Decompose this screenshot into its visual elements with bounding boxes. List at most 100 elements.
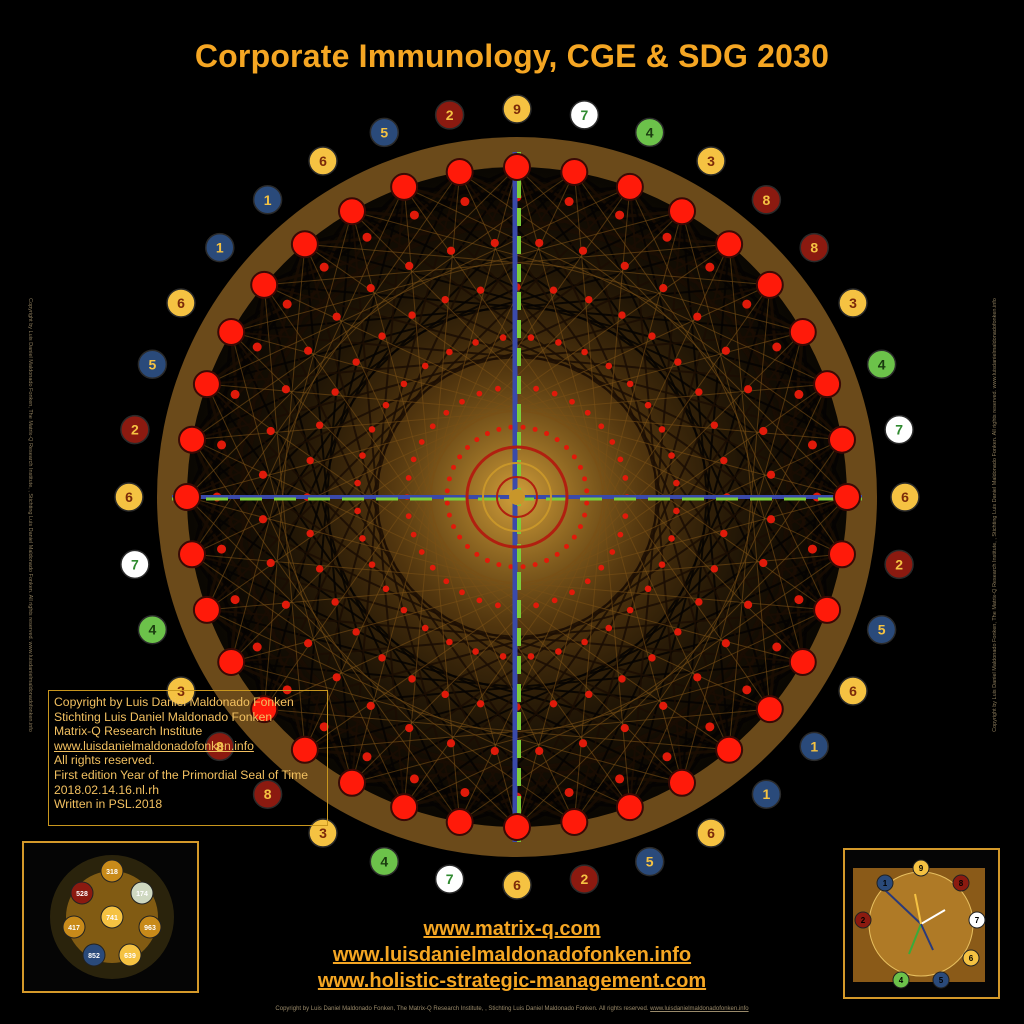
svg-text:2: 2: [131, 422, 139, 438]
ring-node: [290, 735, 319, 764]
ring-node: [250, 270, 279, 299]
svg-text:174: 174: [136, 891, 148, 898]
svg-text:4: 4: [899, 976, 904, 985]
link-matrix-q[interactable]: www.matrix-q.com: [423, 918, 601, 940]
ring-node: [390, 172, 419, 201]
copyright-line: First edition Year of the Primordial Sea…: [54, 767, 309, 782]
svg-text:6: 6: [125, 489, 133, 505]
svg-text:741: 741: [106, 915, 118, 922]
inset-compass-right: 9 8 7 6 5 4 2 1: [843, 848, 1000, 999]
ring-node: [788, 648, 817, 676]
footer-text: Copyright by Luis Daniel Maldonado Fonke…: [275, 1006, 651, 1012]
ring-node: [827, 425, 856, 454]
svg-text:8: 8: [810, 240, 818, 256]
inset-left-badge: 174: [130, 881, 154, 905]
outer-badge: 1: [799, 731, 829, 762]
ring-node: [192, 370, 221, 399]
outer-badge: 5: [369, 117, 400, 148]
ring-node: [668, 197, 696, 226]
ring-node: [813, 595, 842, 624]
svg-text:7: 7: [975, 916, 980, 925]
outer-badge: 5: [866, 614, 897, 645]
svg-text:1: 1: [264, 192, 272, 208]
copyright-website-link[interactable]: www.luisdanielmaldonadofonken.info: [54, 738, 254, 753]
outer-badge: 3: [166, 676, 196, 706]
svg-text:7: 7: [131, 556, 139, 572]
outer-badge: 6: [502, 870, 532, 900]
svg-text:4: 4: [646, 124, 654, 140]
footer-link[interactable]: www.luisdanielmaldonadofonken.info: [650, 1006, 749, 1012]
svg-text:9: 9: [513, 101, 521, 117]
outer-badge: 2: [120, 414, 150, 445]
svg-text:8: 8: [216, 738, 224, 754]
svg-text:5: 5: [939, 976, 944, 985]
svg-text:6: 6: [319, 153, 327, 169]
outer-badge: 7: [120, 549, 150, 580]
ring-node: [503, 153, 531, 181]
ring-node: [217, 648, 246, 676]
outer-badge: 1: [751, 779, 782, 809]
svg-text:5: 5: [878, 622, 886, 638]
ring-node: [715, 230, 744, 259]
ring-node: [615, 172, 644, 201]
website-links: www.matrix-q.com www.luisdanielmaldonado…: [0, 916, 1024, 994]
link-holistic-strategic-management[interactable]: www.holistic-strategic-management.com: [317, 970, 707, 992]
ring-node: [178, 540, 207, 569]
svg-text:6: 6: [177, 295, 185, 311]
ring-node: [668, 768, 696, 797]
svg-text:5: 5: [646, 854, 654, 870]
outer-badge: 6: [890, 482, 920, 512]
svg-text:2: 2: [861, 916, 866, 925]
outer-badge: 2: [569, 864, 600, 894]
outer-badge: 5: [137, 349, 168, 380]
ring-node: [755, 695, 784, 724]
svg-text:8: 8: [959, 879, 964, 888]
footer-copyright: Copyright by Luis Daniel Maldonado Fonke…: [0, 1006, 1024, 1012]
page-title: Corporate Immunology, CGE & SDG 2030: [194, 38, 830, 74]
svg-text:4: 4: [149, 622, 157, 638]
ring-node: [338, 768, 366, 797]
svg-text:963: 963: [144, 925, 156, 932]
ring-node: [338, 197, 366, 226]
link-luisdanielmaldonadofonken[interactable]: www.luisdanielmaldonadofonken.info: [332, 944, 692, 966]
outer-badge: 5: [634, 846, 665, 877]
svg-text:3: 3: [707, 153, 715, 169]
svg-text:318: 318: [106, 869, 118, 876]
copyright-box: Copyright by Luis Daniel Maldonado Fonke…: [48, 690, 328, 826]
ring-node: [390, 793, 419, 822]
ring-node: [615, 793, 644, 822]
outer-badge: 8: [205, 731, 235, 762]
svg-text:2: 2: [895, 556, 903, 572]
svg-text:1: 1: [216, 240, 224, 256]
svg-text:528: 528: [76, 891, 88, 898]
ring-node: [178, 425, 207, 454]
svg-text:6: 6: [969, 954, 974, 963]
copyright-line: Copyright by Luis Daniel Maldonado Fonke…: [54, 695, 294, 709]
copyright-line: Stichting Luis Daniel Maldonado Fonken: [54, 709, 273, 724]
copyright-line: Matrix-Q Research Institute: [54, 724, 203, 739]
svg-text:3: 3: [177, 683, 185, 699]
ring-node: [788, 318, 817, 346]
svg-text:6: 6: [901, 489, 909, 505]
ring-node: [827, 540, 856, 569]
inset-right-badge: 2: [854, 911, 872, 929]
outer-badge: 4: [369, 846, 400, 877]
side-copyright-right: Copyright by Luis Daniel Maldonado Fonke…: [992, 298, 998, 732]
outer-badge: 9: [502, 94, 532, 124]
svg-text:1: 1: [763, 786, 771, 802]
ring-node: [217, 318, 246, 346]
outer-badge: 1: [252, 185, 283, 215]
inset-left-badge: 963: [138, 915, 162, 939]
ring-node: [173, 483, 201, 511]
ring-node: [503, 813, 531, 841]
outer-badge: 6: [696, 818, 726, 848]
outer-badge: 4: [137, 614, 168, 645]
ring-node: [560, 807, 589, 836]
outer-badge: 3: [696, 146, 726, 176]
svg-text:5: 5: [380, 124, 388, 140]
ring-nodes: [173, 153, 861, 841]
svg-text:7: 7: [446, 871, 454, 887]
outer-badge: 6: [114, 482, 144, 512]
svg-text:1: 1: [810, 738, 818, 754]
